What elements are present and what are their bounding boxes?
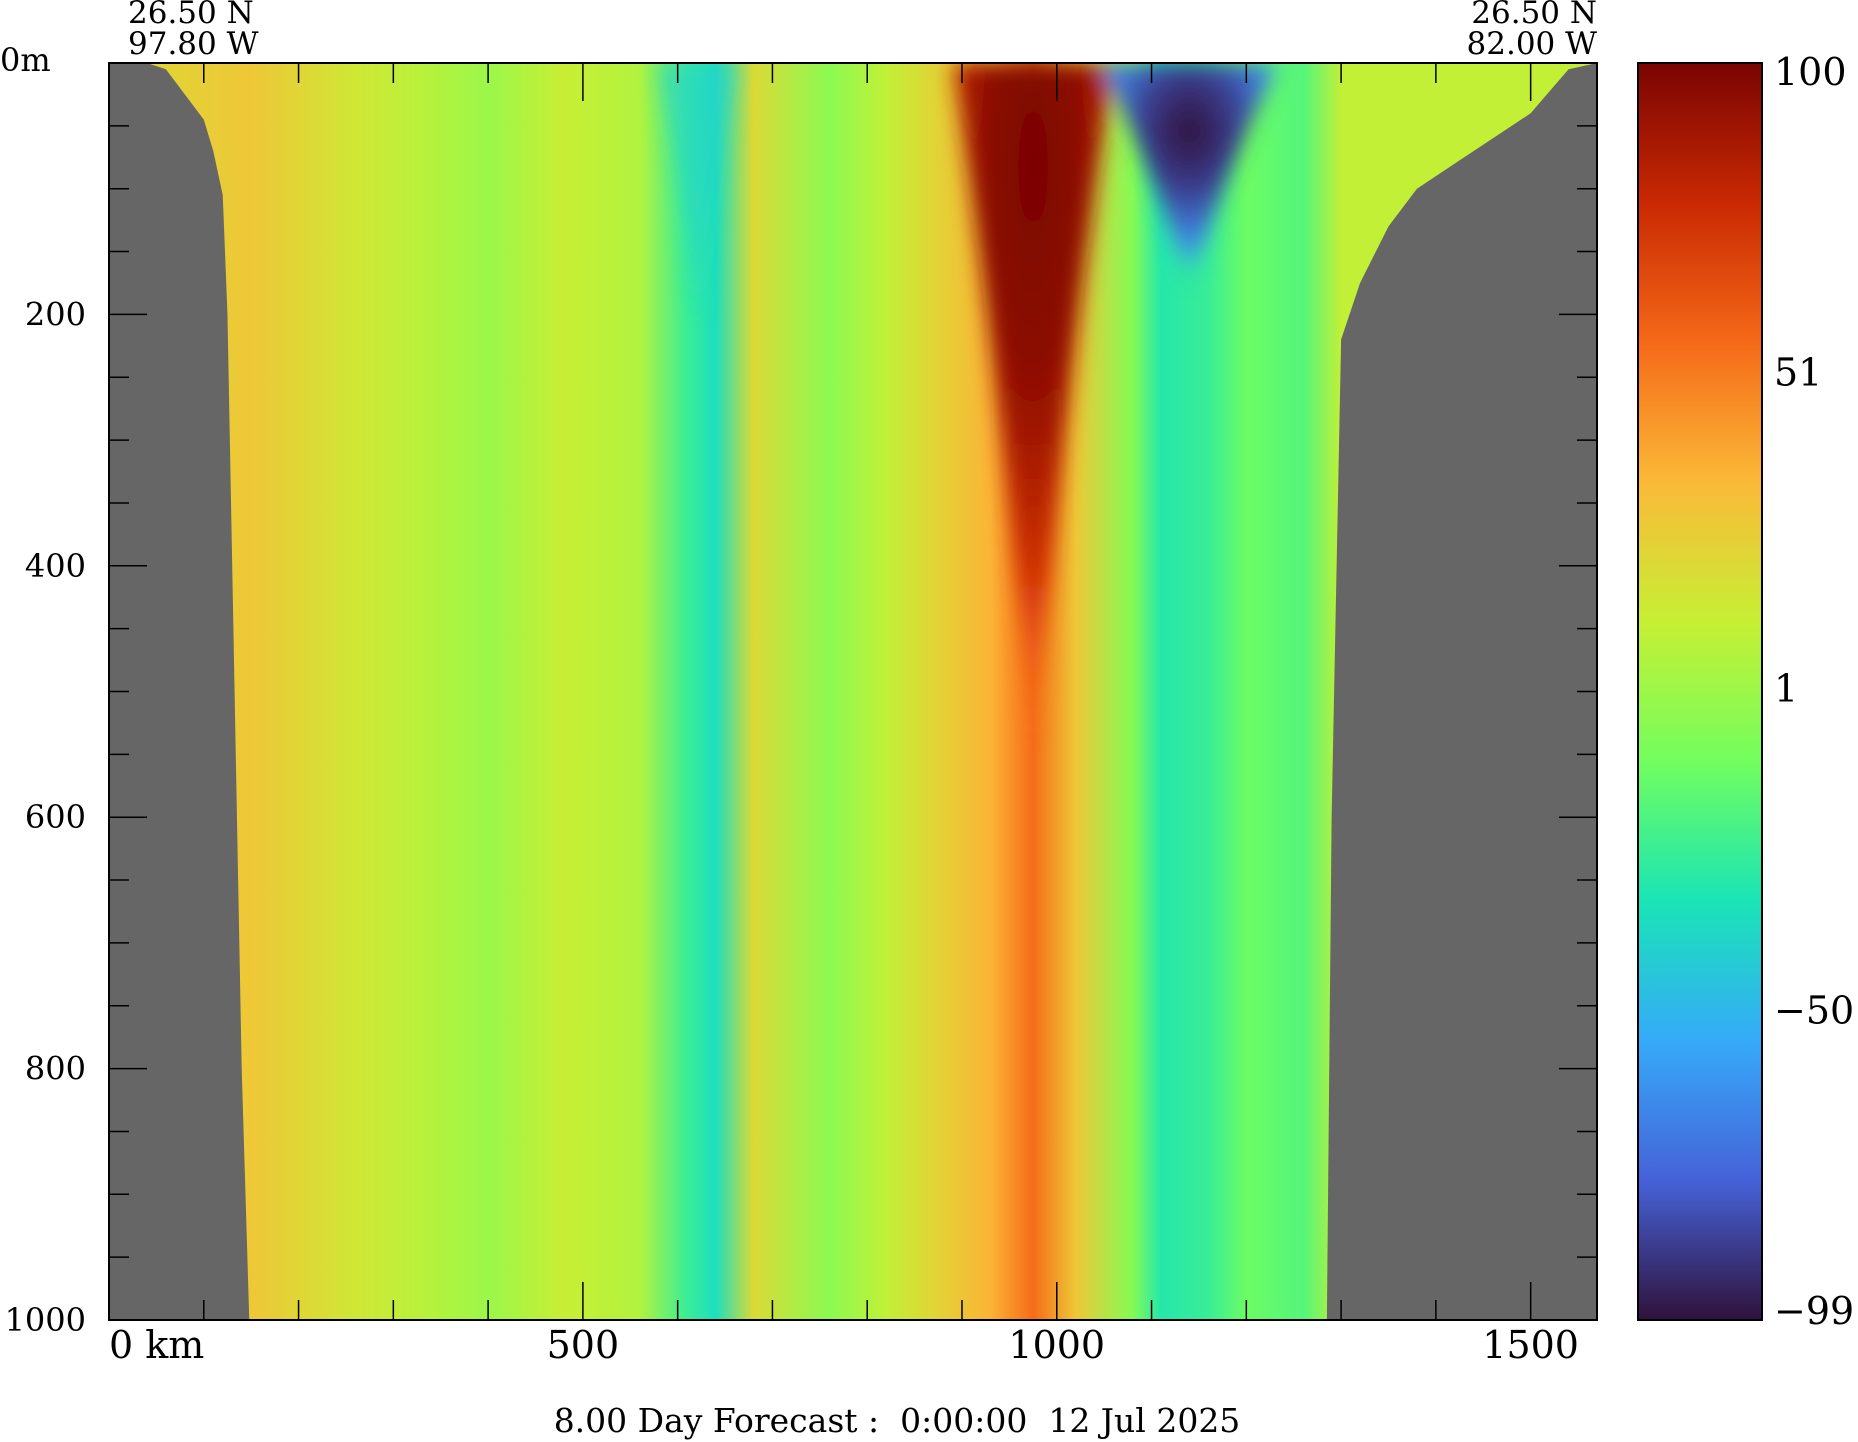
- y-tick-labels: 0m 200 400 600 800 1000: [0, 41, 86, 1339]
- y-tick-label: 400: [25, 547, 86, 585]
- y-tick-label: 800: [25, 1050, 86, 1088]
- colorbar-tick-label: 51: [1774, 351, 1822, 395]
- x-tick-label: 1500: [1482, 1323, 1579, 1367]
- x-tick-label: 0 km: [109, 1323, 204, 1367]
- colorbar-labels: 100 51 1 −50 −99: [1774, 50, 1854, 1333]
- y-tick-label: 0m: [0, 41, 51, 79]
- x-tick-labels: 0 km 500 1000 1500: [109, 1323, 1579, 1367]
- y-ticks: [109, 62, 1597, 1321]
- colorbar-tick-label: 1: [1774, 666, 1798, 710]
- x-tick-label: 1000: [1008, 1323, 1105, 1367]
- feature-negative-band: [656, 63, 737, 315]
- feature-warm-core: [953, 63, 1114, 755]
- bathymetry-left: [109, 63, 250, 1320]
- y-tick-label: 600: [25, 798, 86, 836]
- left-endpoint-lat: 26.50 N: [128, 0, 254, 31]
- forecast-footer: 8.00 Day Forecast : 0:00:00 12 Jul 2025: [554, 1401, 1241, 1440]
- right-endpoint-lon: 82.00 W: [1467, 26, 1598, 62]
- left-endpoint-lon: 97.80 W: [128, 26, 259, 62]
- right-endpoint-lat: 26.50 N: [1471, 0, 1597, 31]
- feature-layer: [656, 63, 1280, 755]
- y-tick-label: 1000: [5, 1301, 86, 1339]
- colorbar-tick-label: −99: [1774, 1289, 1854, 1333]
- y-tick-label: 200: [25, 295, 86, 333]
- colorbar-tick-label: −50: [1774, 988, 1854, 1032]
- plot-area: [109, 63, 1597, 1320]
- colorbar: [1637, 62, 1763, 1321]
- feature-cold-core: [1099, 63, 1280, 290]
- x-ticks: [108, 63, 1532, 1320]
- x-tick-label: 500: [547, 1323, 620, 1367]
- bathymetry-right: [1326, 63, 1597, 1320]
- colorbar-tick-label: 100: [1774, 50, 1847, 94]
